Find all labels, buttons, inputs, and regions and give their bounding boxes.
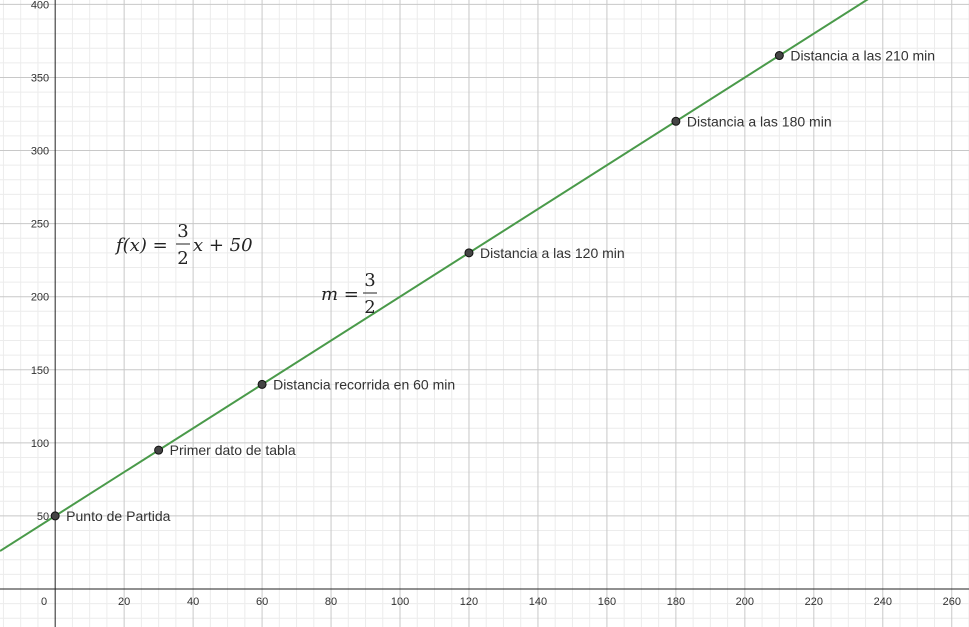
x-tick-label: 200 [736, 596, 754, 608]
y-tick-label: 300 [31, 146, 49, 158]
x-tick-label: 80 [325, 596, 337, 608]
slope-annotation: m = 3 2 [321, 270, 377, 318]
function-denominator: 2 [177, 248, 188, 269]
x-tick-label: 260 [943, 596, 961, 608]
x-tick-label: 0 [41, 596, 47, 608]
data-point-label: Distancia a las 180 min [687, 113, 832, 129]
data-points: Punto de Partida Primer dato de tabla Dist… [50, 48, 935, 524]
function-annotation: f(x) = 3 2 x + 50 [114, 221, 253, 269]
data-point [257, 379, 267, 389]
function-numerator: 3 [177, 221, 188, 242]
function-line [0, 0, 869, 552]
x-tick-label: 120 [460, 596, 478, 608]
data-point [154, 445, 164, 455]
x-tick-label: 40 [187, 596, 199, 608]
y-tick-label: 250 [31, 219, 49, 231]
y-tick-label: 350 [31, 72, 49, 84]
y-tick-label: 400 [31, 0, 49, 11]
x-tick-label: 140 [529, 596, 547, 608]
data-point-label: Distancia recorrida en 60 min [273, 376, 455, 392]
x-tick-label: 60 [256, 596, 268, 608]
data-point-label: Punto de Partida [66, 508, 171, 524]
y-tick-label: 200 [31, 292, 49, 304]
y-tick-label: 100 [31, 438, 49, 450]
x-tick-label: 20 [118, 596, 130, 608]
data-point-label: Distancia a las 210 min [790, 48, 935, 64]
function-lhs: f(x) = [114, 235, 168, 256]
x-tick-label: 220 [805, 596, 823, 608]
x-tick-label: 100 [391, 596, 409, 608]
x-tick-label: 180 [667, 596, 685, 608]
slope-lhs: m = [321, 284, 359, 305]
y-tick-label: 50 [37, 511, 49, 523]
function-rhs: x + 50 [193, 235, 253, 256]
data-point-label: Primer dato de tabla [170, 442, 296, 458]
data-point [774, 51, 784, 61]
data-point [671, 116, 681, 126]
y-tick-label: 150 [31, 365, 49, 377]
x-tick-label: 160 [598, 596, 616, 608]
series-line-group [0, 0, 869, 552]
data-point-label: Distancia a las 120 min [480, 245, 625, 261]
slope-numerator: 3 [364, 270, 375, 291]
data-point [464, 248, 474, 258]
slope-denominator: 2 [364, 297, 375, 318]
x-tick-label: 240 [874, 596, 892, 608]
tick-labels: 0 20 40 60 80 100 120 140 160 180 200 220 240 260 50 10… [31, 0, 961, 608]
data-point [50, 511, 60, 521]
